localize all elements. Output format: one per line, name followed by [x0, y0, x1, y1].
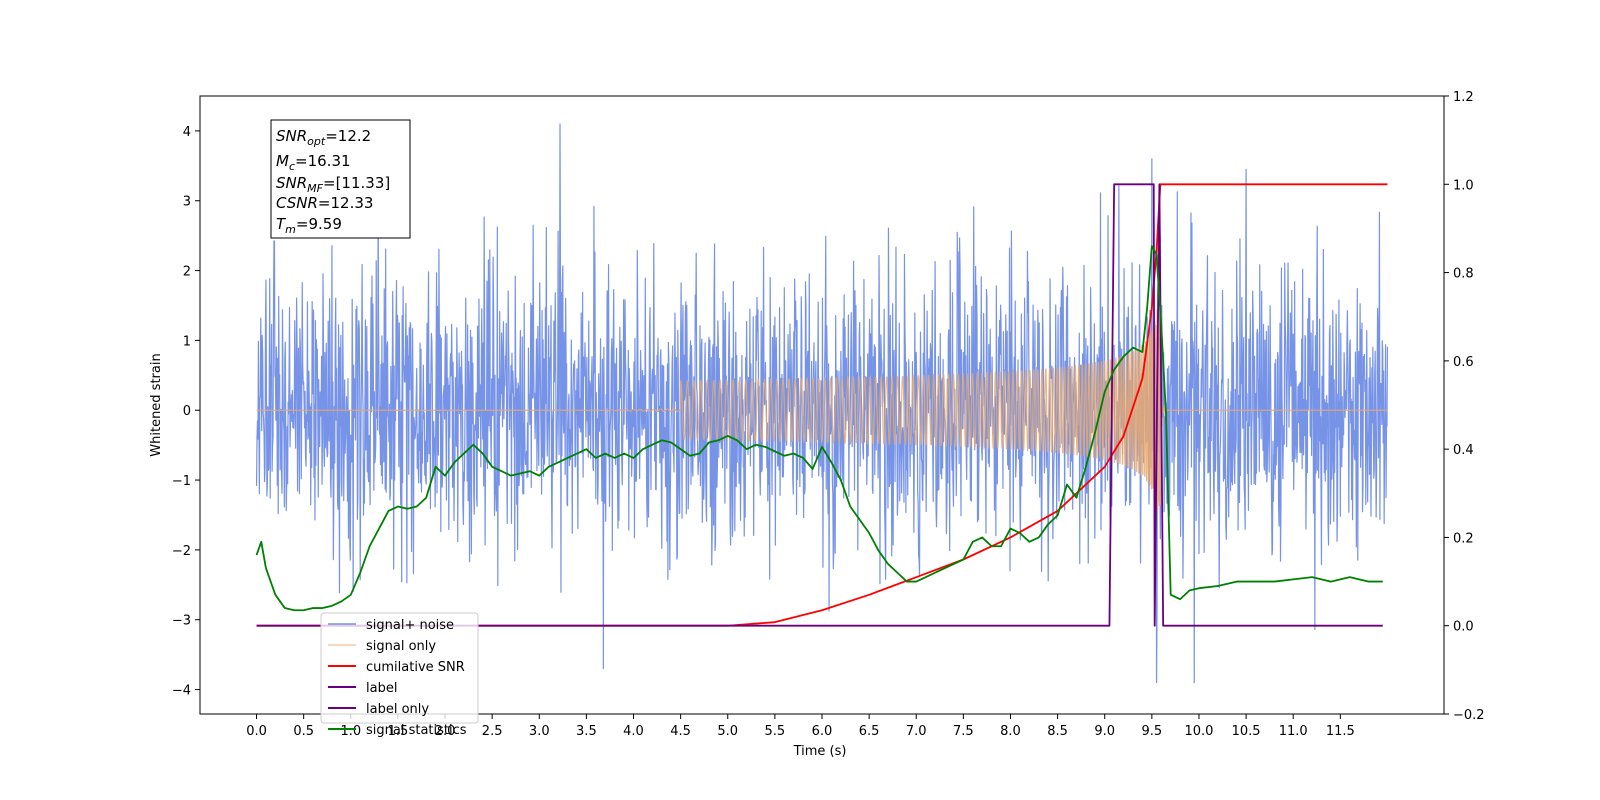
y-axis-right: 1.2 1.0 0.8 0.6 0.4 0.2 0.0 −0.2 [1444, 90, 1485, 723]
legend-entry: cumilative SNR [366, 660, 465, 675]
y2-tick-label: 0.2 [1453, 531, 1474, 546]
x-axis: 0.0 0.5 1.0 1.5 2.0 2.5 3.0 3.5 4.0 4.5 5.0 5.5 6.0 6… [246, 714, 1355, 739]
x-tick-label: 1.5 [388, 724, 409, 739]
y-axis-title: Whitened strain [149, 353, 164, 456]
x-tick-label: 0.0 [246, 724, 267, 739]
y-axis-left: 4 3 2 1 0 −1 −2 −3 −4 [172, 125, 200, 699]
x-tick-label: 11.5 [1326, 724, 1355, 739]
x-tick-label: 3.0 [529, 724, 550, 739]
annotation-box: SNRopt=12.2 Mc=16.31 SNRMF=[11.33] CSNR=… [270, 119, 411, 239]
x-tick-label: 4.5 [670, 724, 691, 739]
x-tick-label: 8.5 [1047, 724, 1068, 739]
legend-entry: label [366, 681, 397, 696]
x-tick-label: 11.0 [1279, 724, 1308, 739]
annotation-tm: Tm=9.59 [276, 215, 342, 236]
y2-tick-label: 0.8 [1453, 267, 1474, 282]
series-signal-statistics [255, 245, 1383, 612]
x-tick-label: 10.5 [1232, 724, 1261, 739]
x-tick-label: 6.0 [812, 724, 833, 739]
y2-tick-label: 1.0 [1453, 178, 1474, 193]
x-tick-label: 7.0 [906, 724, 927, 739]
x-tick-label: 3.5 [576, 724, 597, 739]
legend-frame [320, 612, 479, 724]
legend-entry: signal statistics [366, 723, 467, 738]
x-tick-label: 5.5 [765, 724, 786, 739]
y-tick-label: 4 [183, 125, 191, 140]
y2-tick-label: 0.4 [1453, 443, 1474, 458]
x-tick-label: 10.0 [1184, 724, 1213, 739]
series-label [256, 183, 1383, 627]
y2-tick-label: −0.2 [1453, 708, 1485, 723]
y-tick-label: 3 [183, 195, 191, 210]
annotation-csnr: CSNR=12.33 [276, 194, 373, 212]
y-tick-label: −1 [172, 474, 191, 489]
x-tick-label: 2.5 [482, 724, 503, 739]
x-tick-label: 0.5 [293, 724, 314, 739]
y-tick-label: −3 [172, 614, 191, 629]
annotation-snr-mf: SNRMF=[11.33] [276, 174, 390, 195]
y-tick-label: 1 [183, 334, 191, 349]
x-axis-title: Time (s) [793, 744, 847, 759]
x-tick-label: 8.0 [1000, 724, 1021, 739]
series-signal-noise [255, 123, 1389, 684]
y2-tick-label: 0.0 [1453, 620, 1474, 635]
y-tick-label: 2 [183, 265, 191, 280]
x-tick-label: 2.0 [435, 724, 456, 739]
legend-entry: signal+ noise [366, 618, 454, 633]
x-tick-label: 5.0 [717, 724, 738, 739]
annotation-snr-opt: SNRopt=12.2 [276, 127, 371, 148]
x-tick-label: 9.0 [1094, 724, 1115, 739]
legend-entry: label only [366, 702, 429, 717]
x-tick-label: 7.5 [953, 724, 974, 739]
y-tick-label: −2 [172, 544, 191, 559]
series-signal-only [256, 235, 1388, 513]
x-tick-label: 4.0 [623, 724, 644, 739]
legend-entry: signal only [366, 639, 436, 654]
x-tick-label: 6.5 [859, 724, 880, 739]
legend: signal+ noise signal only cumilative SNR la… [320, 612, 479, 738]
y2-tick-label: 1.2 [1453, 90, 1474, 105]
y-tick-label: −4 [172, 684, 191, 699]
y2-tick-label: 0.6 [1453, 355, 1474, 370]
x-tick-label: 9.5 [1142, 724, 1163, 739]
annotation-frame [270, 119, 411, 239]
x-tick-label: 1.0 [340, 724, 361, 739]
y-tick-label: 0 [183, 404, 191, 419]
plot-area [255, 123, 1389, 684]
annotation-mc: Mc=16.31 [276, 152, 351, 173]
